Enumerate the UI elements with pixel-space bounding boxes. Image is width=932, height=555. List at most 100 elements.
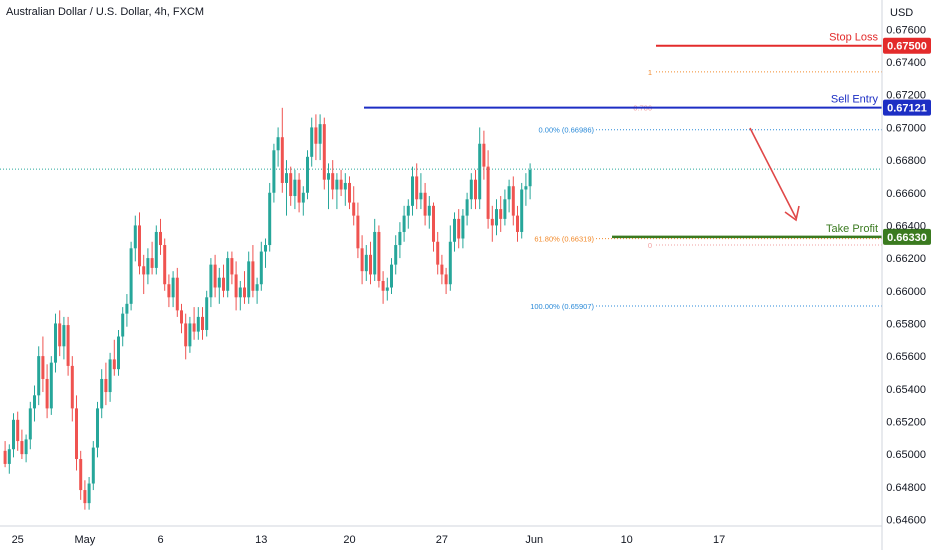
candle-body xyxy=(474,179,477,200)
candle-body xyxy=(415,176,419,200)
candle-body xyxy=(66,325,70,366)
time-tick-label: 13 xyxy=(255,534,267,546)
candle-body xyxy=(377,231,381,281)
candle-body xyxy=(360,248,364,272)
candle-body xyxy=(444,274,448,285)
candles-layer xyxy=(3,107,532,510)
candle-body xyxy=(461,215,465,239)
candle-body xyxy=(453,218,456,242)
candle-body xyxy=(335,179,339,190)
candle-body xyxy=(482,143,486,167)
candle-body xyxy=(83,490,87,504)
candle-body xyxy=(268,192,272,246)
candle-body xyxy=(100,378,104,409)
candle-body xyxy=(49,362,53,409)
candle-body xyxy=(352,202,356,216)
time-tick-label: Jun xyxy=(525,534,543,546)
price-tick-label: 0.65800 xyxy=(886,318,926,330)
candle-body xyxy=(293,179,297,197)
candle-body xyxy=(20,441,24,455)
candle-body xyxy=(87,483,91,504)
candle-body xyxy=(369,254,372,275)
fib-level-label: 61.80% (0.66319) xyxy=(534,235,594,244)
candle-body xyxy=(507,186,511,200)
candle-body xyxy=(209,264,213,298)
candle-body xyxy=(276,137,280,151)
candle-body xyxy=(411,176,414,206)
candle-body xyxy=(348,182,351,203)
candle-body xyxy=(205,297,209,330)
candle-body xyxy=(285,173,288,183)
candle-body xyxy=(264,245,267,252)
candle-body xyxy=(112,359,116,370)
candle-body xyxy=(251,261,255,291)
candle-body xyxy=(213,264,217,288)
candle-body xyxy=(524,186,528,190)
price-tick-label: 0.67200 xyxy=(886,90,926,102)
take-profit-price-tag xyxy=(883,228,931,245)
candle-body xyxy=(192,323,196,332)
sell-entry-price-tag xyxy=(883,99,931,116)
candle-body xyxy=(381,280,385,291)
candle-body xyxy=(180,310,183,324)
candle-body xyxy=(70,365,74,409)
candle-body xyxy=(318,124,322,144)
sell-entry-price-text: 0.67121 xyxy=(887,103,927,115)
candle-body xyxy=(129,248,133,304)
candle-body xyxy=(327,173,330,180)
candle-body xyxy=(108,359,112,393)
candle-body xyxy=(3,450,7,464)
candle-body xyxy=(419,192,423,200)
candle-body xyxy=(167,284,171,298)
candle-body xyxy=(234,274,238,298)
candle-body xyxy=(364,254,368,272)
stop-loss-label: Stop Loss xyxy=(829,32,878,44)
candle-body xyxy=(495,209,498,226)
candle-body xyxy=(247,261,251,298)
candle-body xyxy=(150,258,154,268)
candle-body xyxy=(45,378,49,409)
candle-body xyxy=(259,251,263,285)
candle-body xyxy=(184,323,188,347)
price-tick-label: 0.67000 xyxy=(886,122,926,134)
candle-body xyxy=(448,241,452,285)
candle-body xyxy=(255,284,259,291)
fib-level-label: 0.00% (0.66986) xyxy=(539,126,595,135)
fib-retracement: 10.7860.00% (0.66986)61.80% (0.66319)010… xyxy=(530,68,882,311)
sell-entry-label: Sell Entry xyxy=(831,94,879,106)
candle-body xyxy=(28,408,32,440)
candle-body xyxy=(104,378,108,393)
candle-body xyxy=(16,419,20,442)
candle-body xyxy=(79,459,83,491)
price-tick-label: 0.66200 xyxy=(886,253,926,265)
candle-body xyxy=(520,189,524,232)
candle-body xyxy=(331,173,335,190)
candle-body xyxy=(163,245,167,285)
fib-level-label: 0 xyxy=(648,241,652,250)
candle-body xyxy=(238,287,242,298)
candle-body xyxy=(436,241,440,265)
candle-body xyxy=(146,258,150,275)
candle-body xyxy=(478,143,482,200)
price-tick-label: 0.67600 xyxy=(886,24,926,36)
candle-body xyxy=(440,264,444,275)
candle-body xyxy=(503,199,507,219)
candle-body xyxy=(188,323,192,347)
candle-body xyxy=(322,124,326,180)
price-tick-label: 0.64600 xyxy=(886,514,926,526)
candle-body xyxy=(154,231,158,268)
candle-body xyxy=(121,313,125,337)
candle-body xyxy=(159,231,162,246)
price-tick-label: 0.65200 xyxy=(886,416,926,428)
candle-body xyxy=(457,218,461,239)
candle-body xyxy=(142,266,146,275)
candle-body xyxy=(196,316,200,332)
trade-levels: Stop Loss 0.67500 Sell Entry 0.67121 Take Pr… xyxy=(364,32,931,245)
candle-body xyxy=(423,192,427,216)
candle-body xyxy=(37,356,41,396)
price-tick-label: 0.64800 xyxy=(886,482,926,494)
price-tick-label: 0.65000 xyxy=(886,449,926,461)
take-profit-label: Take Profit xyxy=(826,223,878,235)
